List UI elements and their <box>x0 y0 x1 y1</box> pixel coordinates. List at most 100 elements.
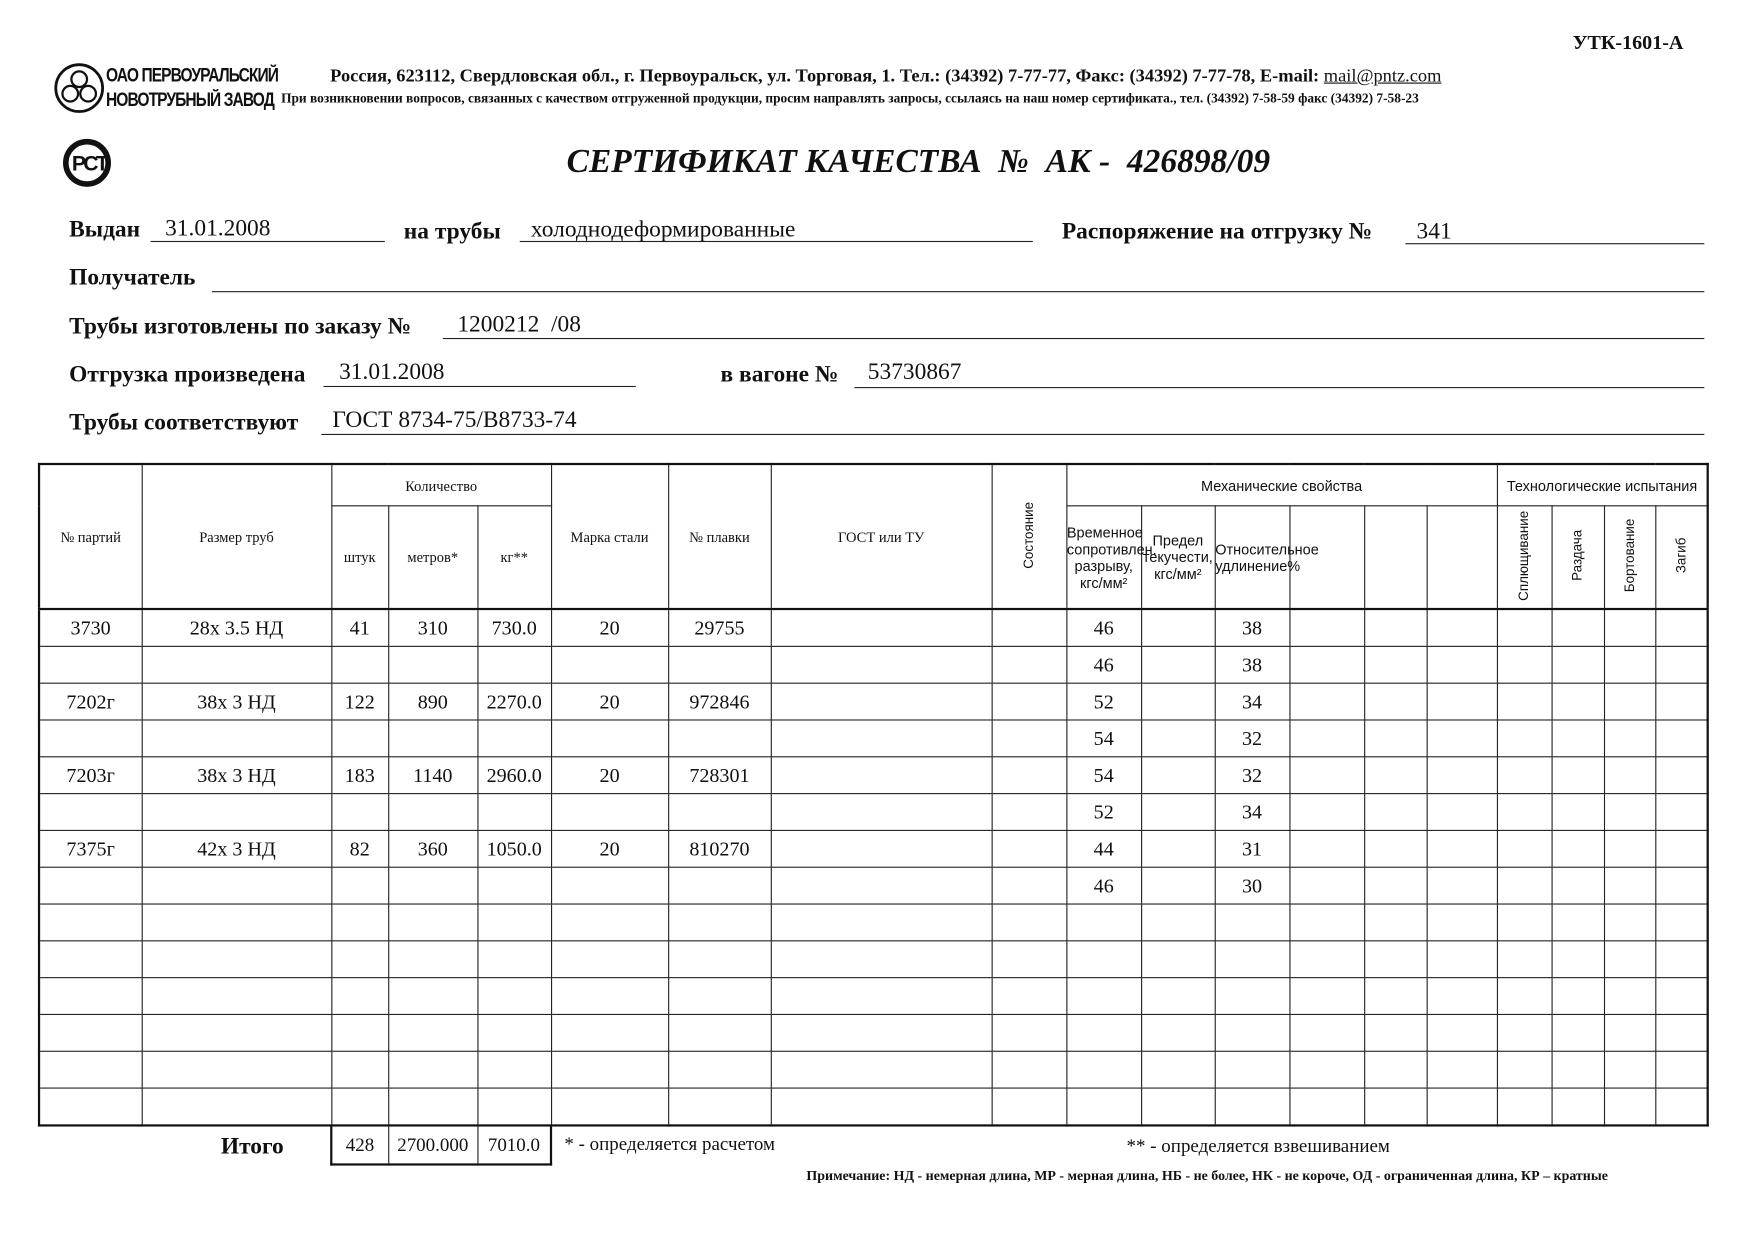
cell-meters <box>387 866 478 905</box>
cell-condition <box>991 608 1067 647</box>
cell-extra2 <box>1363 829 1428 868</box>
cell-yield <box>1140 940 1216 979</box>
cell-meters: 1140 <box>387 756 478 795</box>
cell-flanging <box>1603 756 1656 795</box>
issued-label: Выдан <box>69 215 141 243</box>
cell-steel: 20 <box>550 756 669 795</box>
cell-expansion <box>1550 903 1605 942</box>
cell-flanging <box>1603 903 1656 942</box>
cell-tensile <box>1065 940 1142 979</box>
table-row: 54 32 <box>38 719 1709 758</box>
cell-meters <box>387 645 478 684</box>
cell-size <box>141 977 332 1016</box>
cell-extra2 <box>1363 682 1428 721</box>
cell-size: 38x 3 НД <box>141 682 332 721</box>
cell-extra1 <box>1288 866 1365 905</box>
cell-flattening <box>1496 1087 1553 1126</box>
cell-elongation <box>1214 977 1290 1016</box>
cell-batch <box>38 940 143 979</box>
cell-kg <box>476 645 552 684</box>
pipes-value: холоднодеформированные <box>530 215 796 243</box>
cell-extra1 <box>1288 756 1365 795</box>
cell-condition <box>991 1050 1067 1089</box>
cell-batch <box>38 719 143 758</box>
cell-pcs: 41 <box>330 608 389 647</box>
cell-extra1 <box>1288 829 1365 868</box>
table-row: 7203г 38x 3 НД 183 1140 2960.0 20 728301 54 32 <box>38 756 1709 795</box>
cell-expansion <box>1550 1050 1605 1089</box>
company-name-line2: НОВОТРУБНЫЙ ЗАВОД <box>105 89 275 111</box>
cell-gost <box>770 866 993 905</box>
cell-steel: 20 <box>550 608 669 647</box>
cell-elongation: 32 <box>1214 719 1290 758</box>
cell-extra2 <box>1363 719 1428 758</box>
cell-steel <box>550 793 669 831</box>
header-flattening: Сплющивание <box>1496 505 1553 610</box>
cell-kg <box>476 1087 552 1126</box>
cell-meters <box>387 719 478 758</box>
cell-pcs: 183 <box>330 756 389 795</box>
cell-expansion <box>1550 1087 1605 1126</box>
cell-size <box>141 1050 332 1089</box>
cell-elongation: 32 <box>1214 756 1290 795</box>
header-size: Размер труб <box>141 463 332 610</box>
cell-extra1 <box>1288 682 1365 721</box>
cell-batch <box>38 866 143 905</box>
cell-extra3 <box>1426 903 1498 942</box>
cell-condition <box>991 903 1067 942</box>
cell-batch <box>38 645 143 684</box>
header-elongation: Относительное удлинение% <box>1214 505 1319 610</box>
cell-heat <box>667 866 772 905</box>
cell-extra3 <box>1426 682 1498 721</box>
footnote-weighed: ** - определяется взвешиванием <box>1126 1135 1390 1157</box>
cell-tensile: 54 <box>1065 756 1142 795</box>
cell-extra3 <box>1426 1087 1498 1126</box>
cell-batch <box>38 1087 143 1126</box>
cell-meters <box>387 1050 478 1089</box>
cell-elongation <box>1214 1013 1290 1052</box>
cell-extra2 <box>1363 1087 1428 1126</box>
cell-expansion <box>1550 645 1605 684</box>
cell-size <box>141 866 332 905</box>
cell-kg <box>476 1050 552 1089</box>
cell-meters <box>387 793 478 831</box>
cell-flattening <box>1496 940 1553 979</box>
header-meters: метров* <box>387 505 478 610</box>
header-expansion: Раздача <box>1550 505 1605 610</box>
cell-size: 42x 3 НД <box>141 829 332 868</box>
cell-extra3 <box>1426 866 1498 905</box>
cell-size: 38x 3 НД <box>141 756 332 795</box>
cell-batch <box>38 1013 143 1052</box>
cell-kg <box>476 940 552 979</box>
email-link[interactable]: mail@pntz.com <box>1323 64 1442 86</box>
table-row: 3730 28x 3.5 НД 41 310 730.0 20 29755 46 38 <box>38 608 1709 647</box>
cell-extra1 <box>1288 1087 1365 1126</box>
certificate-title: СЕРТИФИКАТ КАЧЕСТВА № АК - 426898/09 <box>566 142 1271 180</box>
cell-expansion <box>1550 682 1605 721</box>
cell-kg <box>476 1013 552 1052</box>
cell-tensile <box>1065 1087 1142 1126</box>
cell-expansion <box>1550 608 1605 647</box>
cell-tensile <box>1065 977 1142 1016</box>
cell-steel <box>550 1087 669 1126</box>
cell-elongation <box>1214 1050 1290 1089</box>
cell-expansion <box>1550 756 1605 795</box>
issued-value: 31.01.2008 <box>165 214 271 241</box>
shipment-order-value: 341 <box>1416 217 1452 245</box>
cell-heat <box>667 719 772 758</box>
cell-expansion <box>1550 829 1605 868</box>
cell-extra2 <box>1363 756 1428 795</box>
cell-steel <box>550 1013 669 1052</box>
cell-pcs <box>330 903 389 942</box>
cell-bend <box>1654 1050 1709 1089</box>
header-condition: Состояние <box>991 463 1067 610</box>
cell-condition <box>991 940 1067 979</box>
header-kg: кг** <box>476 505 552 610</box>
cell-flattening <box>1496 903 1553 942</box>
cell-yield <box>1140 645 1216 684</box>
cell-bend <box>1654 756 1709 795</box>
cell-gost <box>770 1050 993 1089</box>
standard-value: ГОСТ 8734-75/В8733-74 <box>332 406 577 433</box>
cell-gost <box>770 977 993 1016</box>
cell-heat <box>667 903 772 942</box>
